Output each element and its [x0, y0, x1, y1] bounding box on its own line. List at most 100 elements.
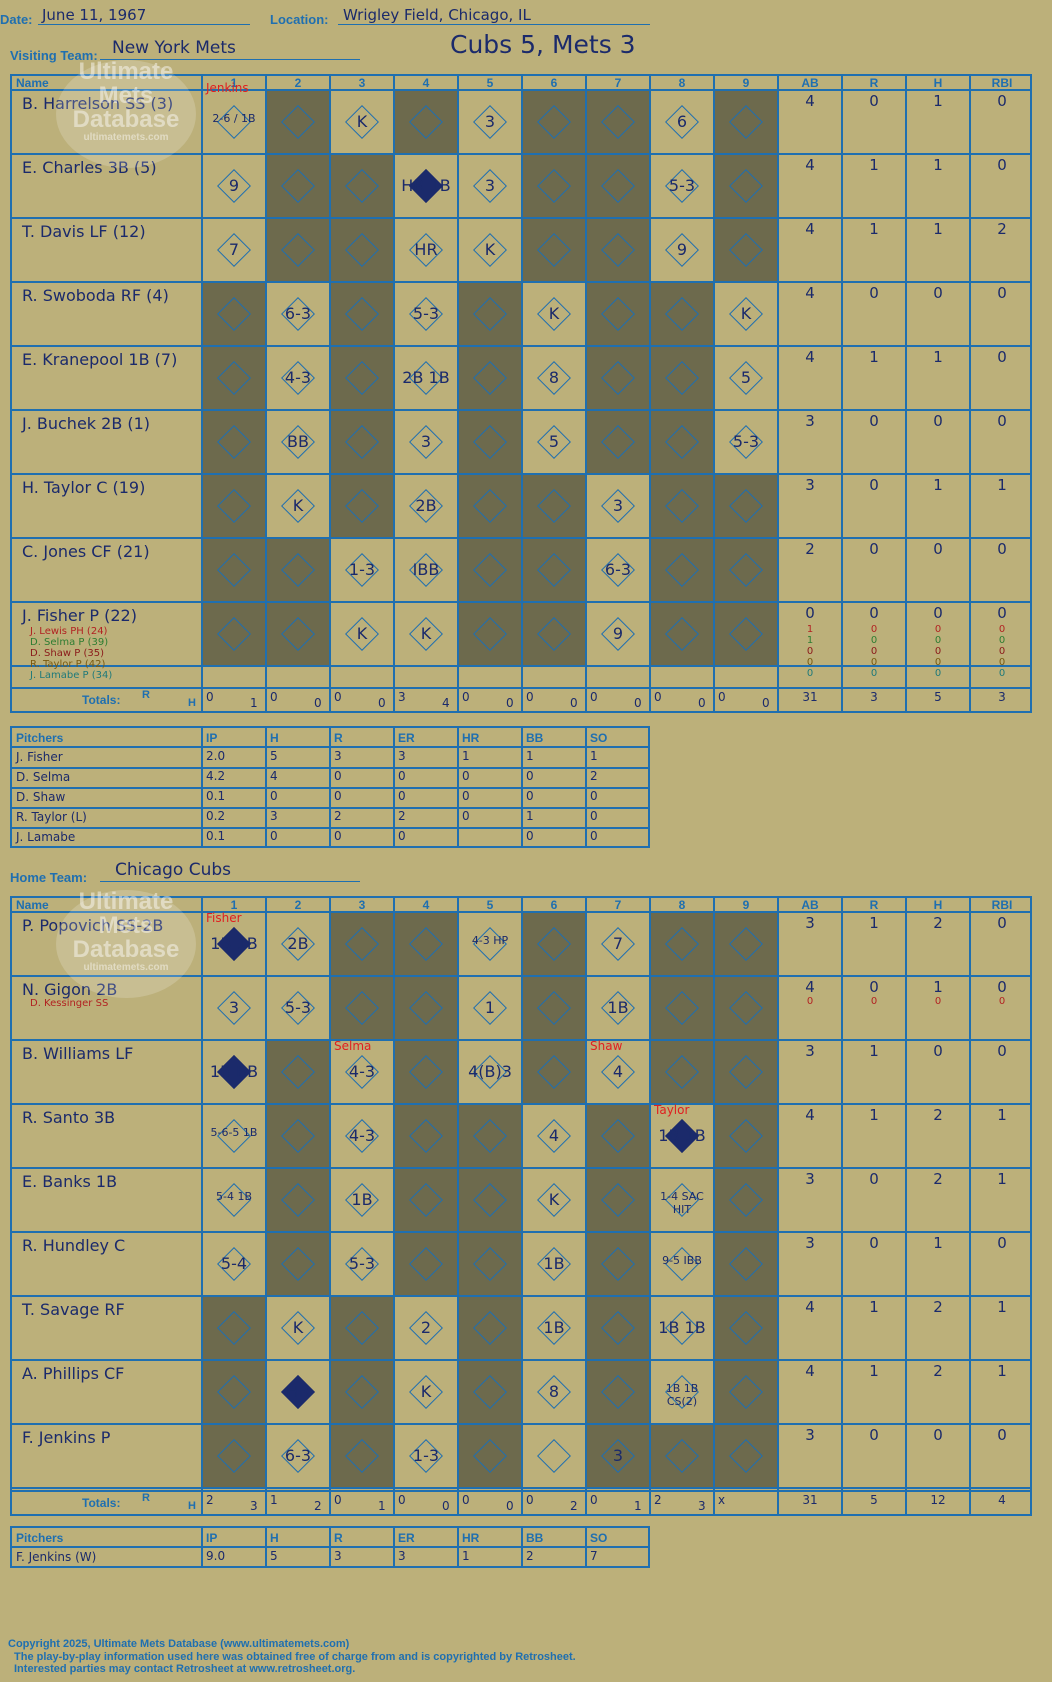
stat-h: 0: [933, 412, 943, 430]
total-r: 3: [870, 690, 878, 704]
shaded-cell: [586, 1104, 650, 1168]
play-result: 6-3: [604, 560, 632, 579]
player-name: C. Jones CF (21): [22, 542, 150, 561]
stat-header: H: [933, 76, 943, 90]
inning-hits: 3: [698, 1499, 706, 1513]
stat-ab: 4: [805, 156, 815, 174]
shaded-cell: [650, 1424, 714, 1488]
inning-hits: 4: [442, 696, 450, 710]
play-result: 4: [612, 1062, 624, 1081]
play-result: K: [420, 1382, 432, 1401]
play-result: K: [420, 624, 432, 643]
play-result: 3: [612, 496, 624, 515]
totals-r-label: R: [142, 1492, 150, 1504]
stat-r: 0: [869, 1426, 879, 1444]
inning-hits: 0: [378, 696, 386, 710]
column-divider: [457, 898, 459, 1514]
stat-ab: 4: [805, 1298, 815, 1316]
column-divider: [777, 898, 779, 1514]
column-divider: [329, 76, 331, 711]
play-result: K: [484, 240, 496, 259]
shaded-cell: [714, 154, 778, 218]
stat-h: 1: [933, 220, 943, 238]
pitcher-name: J. Fisher: [16, 750, 63, 764]
column-divider: [649, 898, 651, 1514]
pitcher-stat-header: IP: [206, 1531, 218, 1545]
watermark-text: Ultimate: [78, 888, 174, 915]
inning-runs: 0: [718, 690, 726, 704]
player-name: R. Swoboda RF (4): [22, 286, 169, 305]
shaded-cell: [330, 474, 394, 538]
play-result: 3: [484, 112, 496, 131]
inning-hits: 1: [250, 696, 258, 710]
stat-ab: 4: [805, 978, 815, 996]
pitcher-stat: 0: [526, 829, 534, 843]
inning-hits: 0: [634, 696, 642, 710]
inning-runs: 0: [462, 690, 470, 704]
shaded-cell: [586, 90, 650, 154]
pitcher-stat: 0: [590, 789, 598, 803]
shaded-cell: [650, 410, 714, 474]
play-result: 1-4 SAC HIT: [660, 1190, 704, 1216]
inning-header: 5: [486, 898, 494, 912]
stat-rbi: 0: [997, 92, 1007, 110]
pitcher-stat: 1: [462, 1549, 470, 1563]
sub-stat-rbi: 0: [998, 635, 1006, 646]
shaded-cell: [202, 602, 266, 666]
inning-runs: 0: [206, 690, 214, 704]
stat-h: 2: [933, 1298, 943, 1316]
pitcher-stat-header: ER: [398, 1531, 415, 1545]
pitcher-stat: 2: [398, 809, 406, 823]
play-result: K: [356, 624, 368, 643]
substitute-name: J. Lamabe P (34): [30, 670, 113, 681]
pitcher-stat: 0: [270, 829, 278, 843]
shaded-cell: [714, 1424, 778, 1488]
play-result: HR 1B: [401, 176, 451, 195]
pitcher-stat: 5: [270, 1549, 278, 1563]
pitcher-change-note: Jenkins: [206, 81, 249, 95]
visitors-scorecard: Name 1 2 3 4 5 6 7 8 9 AB R H RBI B. Harrelson SS (3) 4…: [10, 60, 1032, 713]
pitcher-stat-header: R: [334, 1531, 343, 1545]
play-result: K: [548, 304, 560, 323]
stat-r: 0: [869, 92, 879, 110]
pitcher-stat-header: R: [334, 731, 343, 745]
shaded-cell: [394, 90, 458, 154]
inning-runs: 2: [654, 1493, 662, 1507]
sub-stat-ab: 0: [806, 996, 814, 1007]
shaded-cell: [714, 1360, 778, 1424]
stat-rbi: 0: [997, 1234, 1007, 1252]
stat-r: 1: [869, 914, 879, 932]
shaded-cell: [330, 346, 394, 410]
inning-hits: 1: [634, 1499, 642, 1513]
stat-r: 0: [869, 476, 879, 494]
stat-ab: 4: [805, 348, 815, 366]
shaded-cell: [714, 912, 778, 976]
shaded-cell: [586, 346, 650, 410]
play-result: 4(B)3: [468, 1062, 512, 1081]
stat-ab: 3: [805, 1170, 815, 1188]
name-column-header: Name: [16, 898, 49, 912]
stat-rbi: 1: [997, 476, 1007, 494]
column-divider: [905, 76, 907, 711]
stat-ab: 3: [805, 1234, 815, 1252]
totals-r-label: R: [142, 689, 150, 701]
play-result: 1B 1B: [658, 1318, 706, 1337]
pitcher-name: J. Lamabe: [16, 830, 76, 844]
shaded-cell: [202, 1360, 266, 1424]
total-h: 5: [934, 690, 942, 704]
sub-stat-ab: 0: [806, 668, 814, 679]
shaded-cell: [394, 1232, 458, 1296]
stat-h: 1: [933, 978, 943, 996]
shaded-cell: [586, 1296, 650, 1360]
pitcher-stat: 0: [462, 809, 470, 823]
stat-r: 1: [869, 1106, 879, 1124]
watermark-text: Mets: [98, 82, 154, 109]
game-date: June 11, 1967: [42, 6, 147, 24]
play-result: 1B 1B CS(2): [665, 1382, 699, 1408]
shaded-cell: [458, 1168, 522, 1232]
stat-h: 0: [933, 1042, 943, 1060]
play-result: 1-3: [412, 1446, 440, 1465]
pitcher-stat: 0: [398, 829, 406, 843]
pitcher-change-note: Taylor: [654, 1103, 690, 1117]
pitcher-stat: 4.2: [206, 769, 226, 783]
